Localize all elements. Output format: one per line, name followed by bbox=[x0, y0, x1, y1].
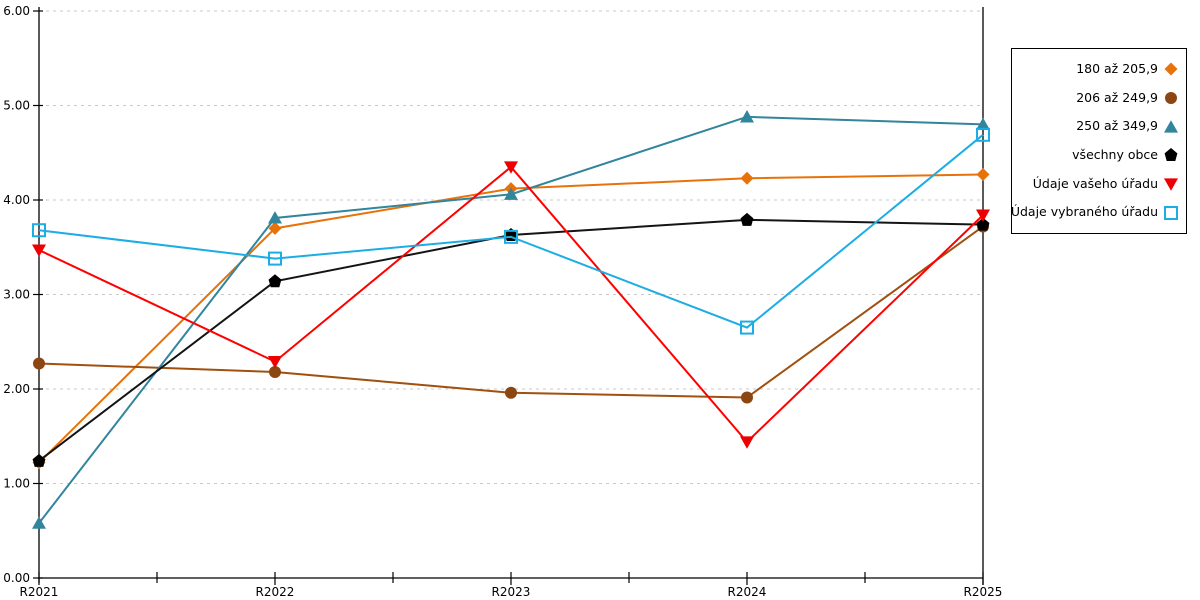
square-open-marker bbox=[504, 229, 518, 244]
legend-item: Údaje vašeho úřadu bbox=[1012, 174, 1186, 193]
diamond-marker bbox=[1164, 62, 1178, 76]
legend-item-label: Údaje vašeho úřadu bbox=[1032, 175, 1158, 191]
pentagon-marker bbox=[740, 212, 754, 226]
circle-marker bbox=[1165, 91, 1177, 104]
square-open-marker bbox=[976, 127, 990, 142]
triangle-down-marker bbox=[1164, 178, 1178, 191]
triangle-up-marker bbox=[740, 110, 754, 123]
triangle-down-icon bbox=[1164, 178, 1178, 191]
x-tick-label: R2023 bbox=[492, 585, 531, 599]
triangle-down-marker bbox=[504, 161, 518, 174]
legend-item: 250 až 349,9 bbox=[1012, 117, 1186, 136]
square-open-icon bbox=[1164, 205, 1178, 220]
square-open-marker bbox=[268, 251, 282, 266]
triangle-up-marker bbox=[504, 187, 518, 200]
legend-item: 180 až 205,9 bbox=[1012, 60, 1186, 79]
x-tick-label: R2025 bbox=[964, 585, 1003, 599]
pentagon-marker bbox=[268, 274, 282, 288]
y-tick-label: 1.00 bbox=[3, 477, 30, 491]
series-Údaje vašeho úřadu bbox=[32, 161, 990, 449]
circle-icon bbox=[1165, 91, 1177, 104]
pentagon-icon bbox=[1164, 148, 1178, 162]
pentagon-marker bbox=[1164, 148, 1178, 162]
square-open-marker bbox=[32, 223, 46, 238]
legend-item-label: všechny obce bbox=[1072, 147, 1158, 163]
series-line bbox=[38, 165, 984, 444]
triangle-up-icon bbox=[1164, 119, 1178, 133]
x-tick-label: R2021 bbox=[20, 585, 59, 599]
legend-item-label: 180 až 205,9 bbox=[1076, 61, 1158, 77]
triangle-down-marker bbox=[740, 436, 754, 449]
triangle-up-marker bbox=[268, 211, 282, 224]
x-tick-label: R2022 bbox=[256, 585, 295, 599]
triangle-up-marker bbox=[976, 117, 990, 130]
pentagon-marker bbox=[976, 217, 990, 231]
circle-marker bbox=[33, 357, 45, 370]
triangle-up-marker bbox=[1164, 119, 1178, 133]
y-tick-label: 5.00 bbox=[3, 99, 30, 113]
series-line bbox=[38, 115, 984, 524]
series-180 až 205,9 bbox=[32, 167, 990, 470]
legend-item-label: Údaje vybraného úřadu bbox=[1010, 204, 1158, 220]
triangle-down-marker bbox=[32, 244, 46, 257]
square-open-marker bbox=[740, 320, 754, 335]
circle-marker bbox=[269, 365, 281, 378]
legend-item: Údaje vybraného úřadu bbox=[1010, 203, 1186, 222]
y-tick-label: 6.00 bbox=[3, 4, 30, 18]
y-tick-label: 2.00 bbox=[3, 382, 30, 396]
series-line bbox=[38, 225, 984, 399]
y-tick-label: 4.00 bbox=[3, 193, 30, 207]
diamond-marker bbox=[740, 171, 754, 185]
series-250 až 349,9 bbox=[32, 110, 990, 529]
legend-item-label: 250 až 349,9 bbox=[1076, 118, 1158, 134]
triangle-down-marker bbox=[976, 209, 990, 222]
y-tick-label: 0.00 bbox=[3, 571, 30, 585]
diamond-marker bbox=[976, 167, 990, 181]
legend-item-label: 206 až 249,9 bbox=[1076, 89, 1158, 105]
diamond-icon bbox=[1164, 62, 1178, 76]
chart-legend: 180 až 205,9 206 až 249,9 250 až 349,9 všec… bbox=[1011, 48, 1187, 234]
circle-marker bbox=[741, 391, 753, 404]
series-line bbox=[38, 173, 984, 464]
triangle-down-marker bbox=[268, 355, 282, 369]
legend-item: všechny obce bbox=[1012, 146, 1186, 165]
series-line bbox=[38, 134, 984, 329]
series-Údaje vybraného úřadu bbox=[32, 127, 990, 335]
x-tick-label: R2024 bbox=[728, 585, 767, 599]
pentagon-marker bbox=[32, 453, 46, 467]
legend-item: 206 až 249,9 bbox=[1012, 88, 1186, 107]
y-tick-label: 3.00 bbox=[3, 288, 30, 302]
square-open-marker bbox=[1164, 205, 1178, 220]
circle-marker bbox=[505, 386, 517, 399]
series-všechny obce bbox=[32, 212, 990, 467]
diamond-marker bbox=[268, 221, 282, 235]
triangle-up-marker bbox=[32, 516, 46, 529]
